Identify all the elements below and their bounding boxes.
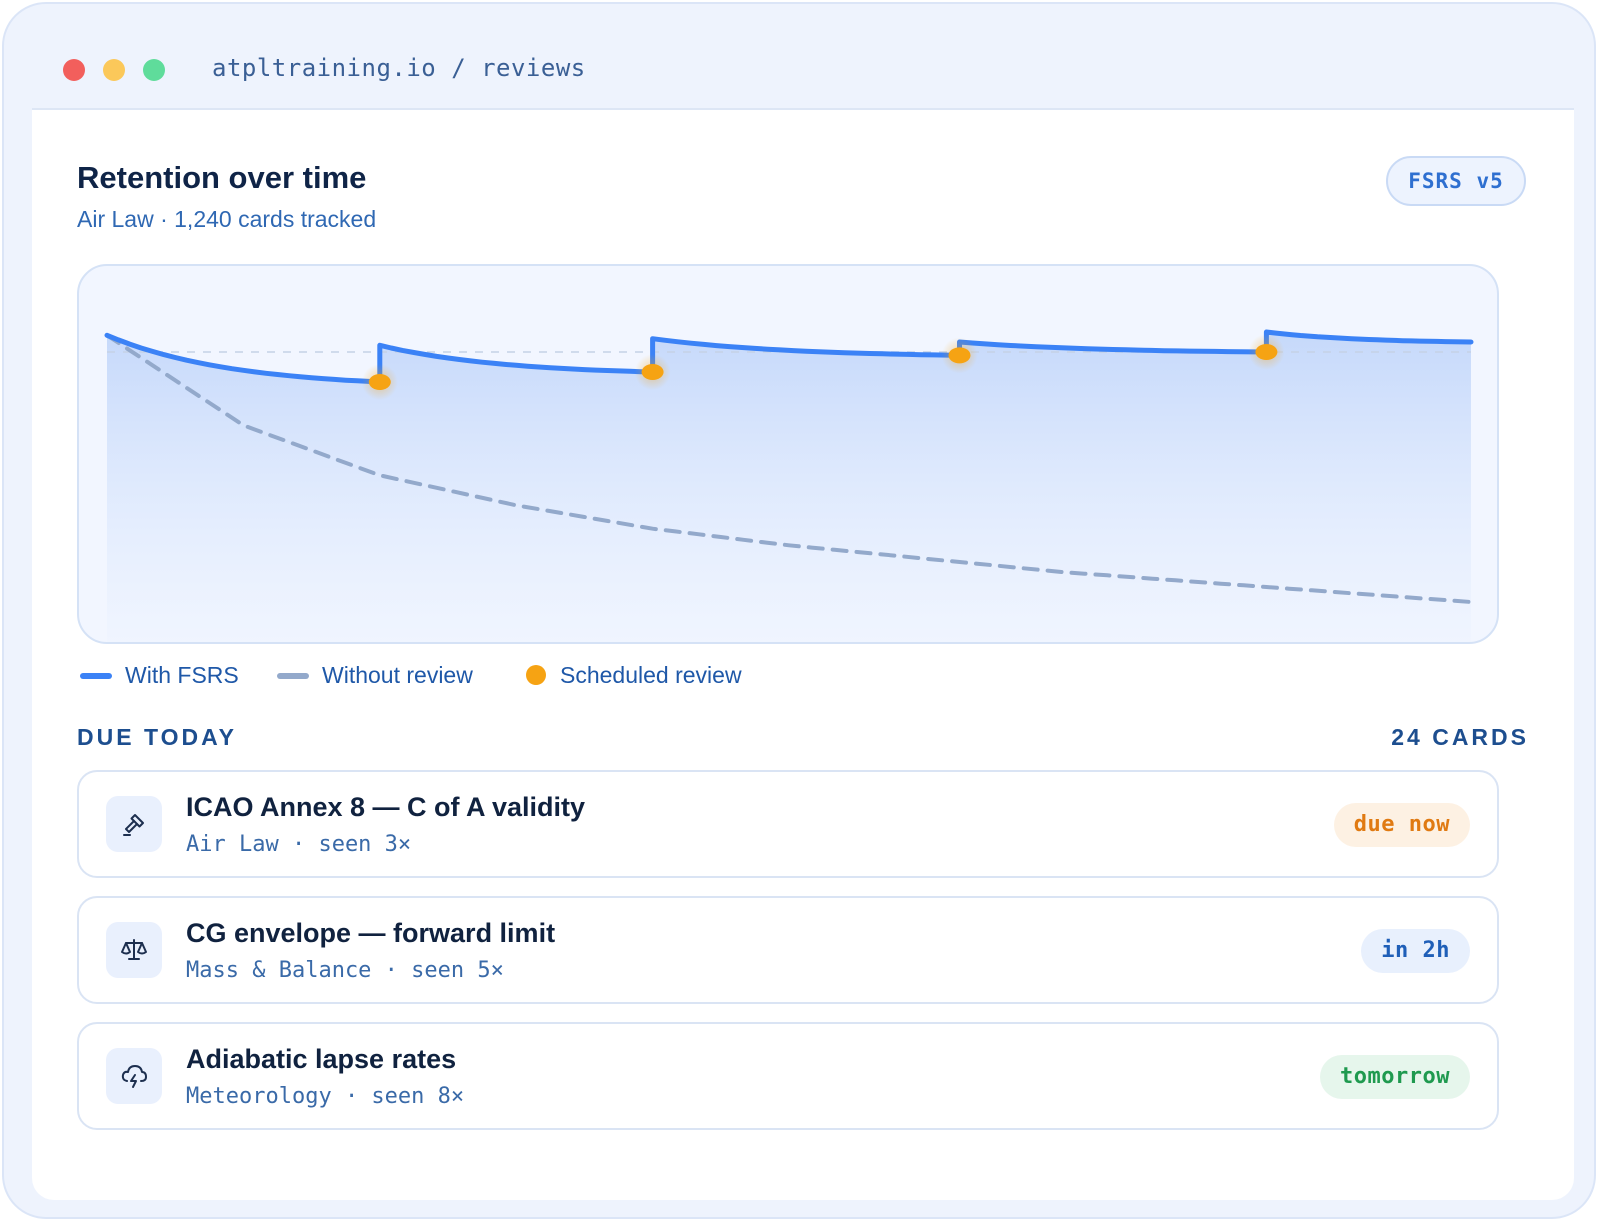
review-card[interactable]: Adiabatic lapse rates Meteorology · seen… <box>77 1022 1499 1130</box>
legend-swatch-without-review <box>277 673 309 679</box>
retention-panel: Retention over time Air Law · 1,240 card… <box>32 108 1574 1200</box>
card-title: ICAO Annex 8 — C of A validity <box>186 792 586 822</box>
gavel-icon <box>106 796 162 852</box>
status-badge: tomorrow <box>1320 1055 1470 1099</box>
page-subtitle: Air Law · 1,240 cards tracked <box>77 206 377 232</box>
review-card[interactable]: ICAO Annex 8 — C of A validity Air Law ·… <box>77 770 1499 878</box>
minimize-window-button[interactable] <box>103 59 125 81</box>
with-fsrs-area <box>107 332 1471 642</box>
page-title: Retention over time <box>77 160 367 195</box>
legend-label-with-fsrs: With FSRS <box>125 662 239 688</box>
review-card[interactable]: CG envelope — forward limit Mass & Balan… <box>77 896 1499 1004</box>
card-meta: Meteorology · seen 8× <box>186 1084 465 1109</box>
scheduled-review-point <box>368 374 391 390</box>
address-bar[interactable]: atpltraining.io / reviews <box>212 54 586 82</box>
retention-chart-svg <box>104 329 1474 642</box>
legend-with-fsrs: With FSRS <box>80 660 250 690</box>
status-badge: due now <box>1333 803 1470 847</box>
card-meta: Air Law · seen 3× <box>186 832 412 857</box>
with-fsrs-line <box>104 329 1474 385</box>
card-title: CG envelope — forward limit <box>186 918 556 948</box>
maximize-window-button[interactable] <box>143 59 165 81</box>
legend-swatch-with-fsrs <box>80 673 112 679</box>
legend-without-review: Without review <box>277 660 507 690</box>
close-window-button[interactable] <box>63 59 85 81</box>
card-meta: Mass & Balance · seen 5× <box>186 958 504 983</box>
algorithm-badge[interactable]: FSRS v5 <box>1386 156 1526 206</box>
without-review-line <box>105 333 1473 604</box>
status-badge: in 2h <box>1361 929 1470 973</box>
due-today-heading: DUE TODAY <box>77 724 237 750</box>
retention-chart <box>77 264 1499 644</box>
title-bar: atpltraining.io / reviews <box>4 4 1594 108</box>
scheduled-review-point <box>948 347 971 364</box>
scheduled-review-point <box>1255 344 1278 360</box>
scheduled-review-point <box>641 364 664 380</box>
legend-scheduled-review: Scheduled review <box>526 660 786 690</box>
card-title: Adiabatic lapse rates <box>186 1044 457 1074</box>
legend-label-without-review: Without review <box>322 662 473 688</box>
scale-icon <box>106 922 162 978</box>
legend-swatch-scheduled-review <box>526 665 546 685</box>
due-count: 24 CARDS <box>1391 724 1529 750</box>
cloud-lightning-icon <box>106 1048 162 1104</box>
legend-label-scheduled-review: Scheduled review <box>560 662 742 688</box>
